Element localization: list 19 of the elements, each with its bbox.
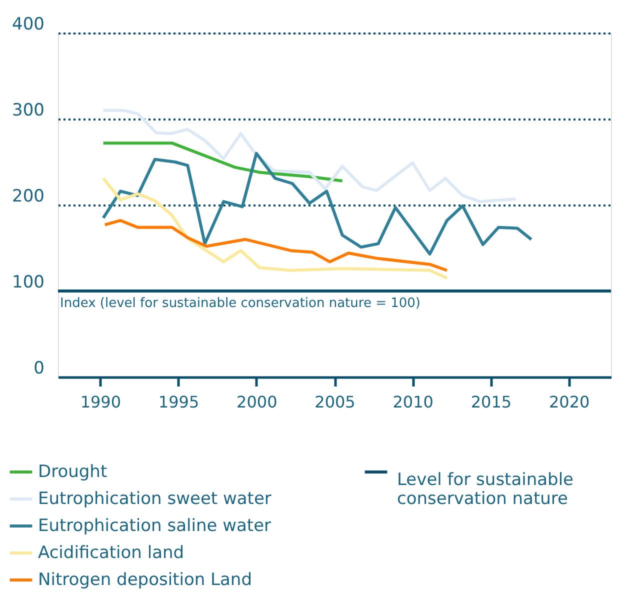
y-tick-label: 300 <box>12 100 44 120</box>
legend-label: Drought <box>38 462 108 482</box>
y-tick-label: 0 <box>34 358 44 378</box>
legend-label: Eutrophication sweet water <box>38 489 272 509</box>
x-tick-label: 2000 <box>236 392 278 412</box>
legend-label: Acidification land <box>38 543 184 563</box>
y-tick-label: 100 <box>12 272 44 292</box>
legend-label: Nitrogen deposition Land <box>38 570 252 590</box>
x-tick-label: 1990 <box>80 392 122 412</box>
annotation: Index (level for sustainable conservation nature = 100) <box>60 296 420 311</box>
legend-label: Level for sustainable conservation nature <box>397 470 574 509</box>
x-tick-label: 2020 <box>548 392 590 412</box>
y-tick-label: 400 <box>12 14 44 34</box>
x-tick-label: 2015 <box>470 392 512 412</box>
x-tick-label: 1995 <box>158 392 200 412</box>
x-tick-label: 2005 <box>314 392 356 412</box>
y-tick-label: 200 <box>12 186 44 206</box>
x-tick-label: 2010 <box>392 392 434 412</box>
legend-label: Eutrophication saline water <box>38 516 272 536</box>
